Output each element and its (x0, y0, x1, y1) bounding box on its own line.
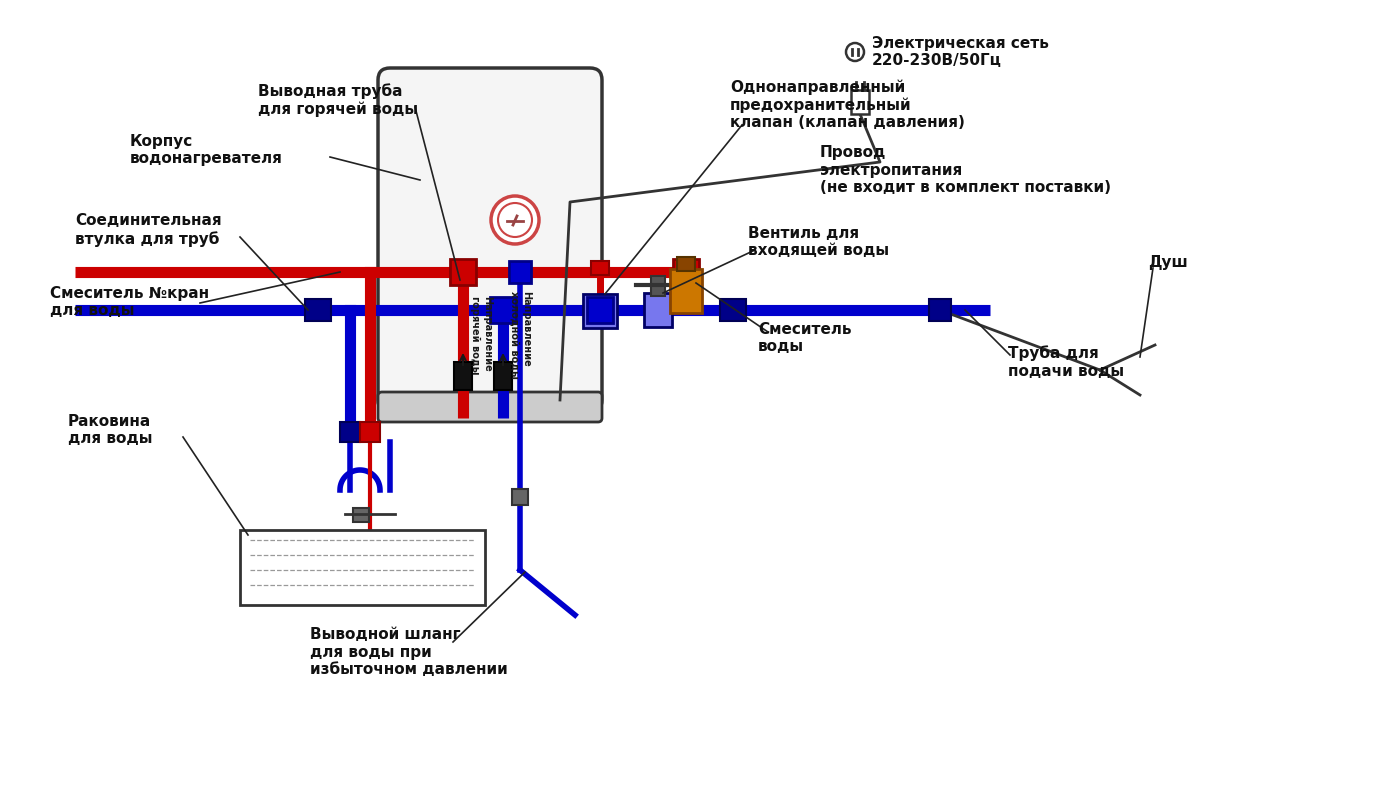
Bar (360, 422, 381, 442)
Text: Смеситель №кран
для воды: Смеситель №кран для воды (50, 286, 209, 318)
Text: Однонаправленный
предохранительный
клапан (клапан давления): Однонаправленный предохранительный клапа… (729, 79, 965, 130)
Bar (490, 297, 516, 323)
Bar (587, 297, 613, 323)
FancyBboxPatch shape (378, 392, 602, 422)
Bar (720, 299, 746, 321)
Bar (677, 257, 695, 271)
Text: Направление
горячей воды: Направление горячей воды (471, 296, 491, 374)
Text: Выводной шланг
для воды при
избыточном давлении: Выводной шланг для воды при избыточном д… (310, 627, 508, 677)
Text: Выводная труба
для горячей воды: Выводная труба для горячей воды (257, 83, 418, 117)
Bar (650, 276, 664, 296)
Text: Раковина
для воды: Раковина для воды (68, 414, 152, 446)
Text: Направление
холодной воды: Направление холодной воды (509, 291, 531, 379)
Bar (239, 530, 484, 605)
Bar (673, 259, 699, 285)
Text: Электрическая сеть
220-230В/50Гц: Электрическая сеть 220-230В/50Гц (872, 36, 1049, 68)
Text: Труба для
подачи воды: Труба для подачи воды (1008, 346, 1124, 378)
Bar (591, 261, 609, 275)
Text: Смеситель
воды: Смеситель воды (758, 322, 851, 354)
Bar (304, 299, 331, 321)
Bar (353, 508, 370, 522)
Bar (509, 261, 531, 283)
Bar (454, 362, 472, 390)
Bar (340, 422, 360, 442)
Circle shape (846, 43, 864, 61)
Bar (644, 293, 673, 327)
Text: Корпус
водонагревателя: Корпус водонагревателя (130, 134, 282, 166)
Bar (494, 362, 512, 390)
Bar (670, 269, 702, 313)
Circle shape (498, 203, 531, 237)
Bar (929, 299, 951, 321)
Text: Душ: Душ (1147, 254, 1187, 270)
Bar (851, 90, 869, 114)
FancyBboxPatch shape (378, 68, 602, 412)
Bar (583, 294, 617, 328)
Text: Соединительная
втулка для труб: Соединительная втулка для труб (75, 214, 221, 246)
Bar (450, 259, 476, 285)
Text: Вентиль для
входящей воды: Вентиль для входящей воды (747, 226, 889, 258)
Text: Провод
электропитания
(не входит в комплект поставки): Провод электропитания (не входит в компл… (819, 145, 1111, 195)
Circle shape (491, 196, 538, 244)
Bar (512, 489, 529, 505)
